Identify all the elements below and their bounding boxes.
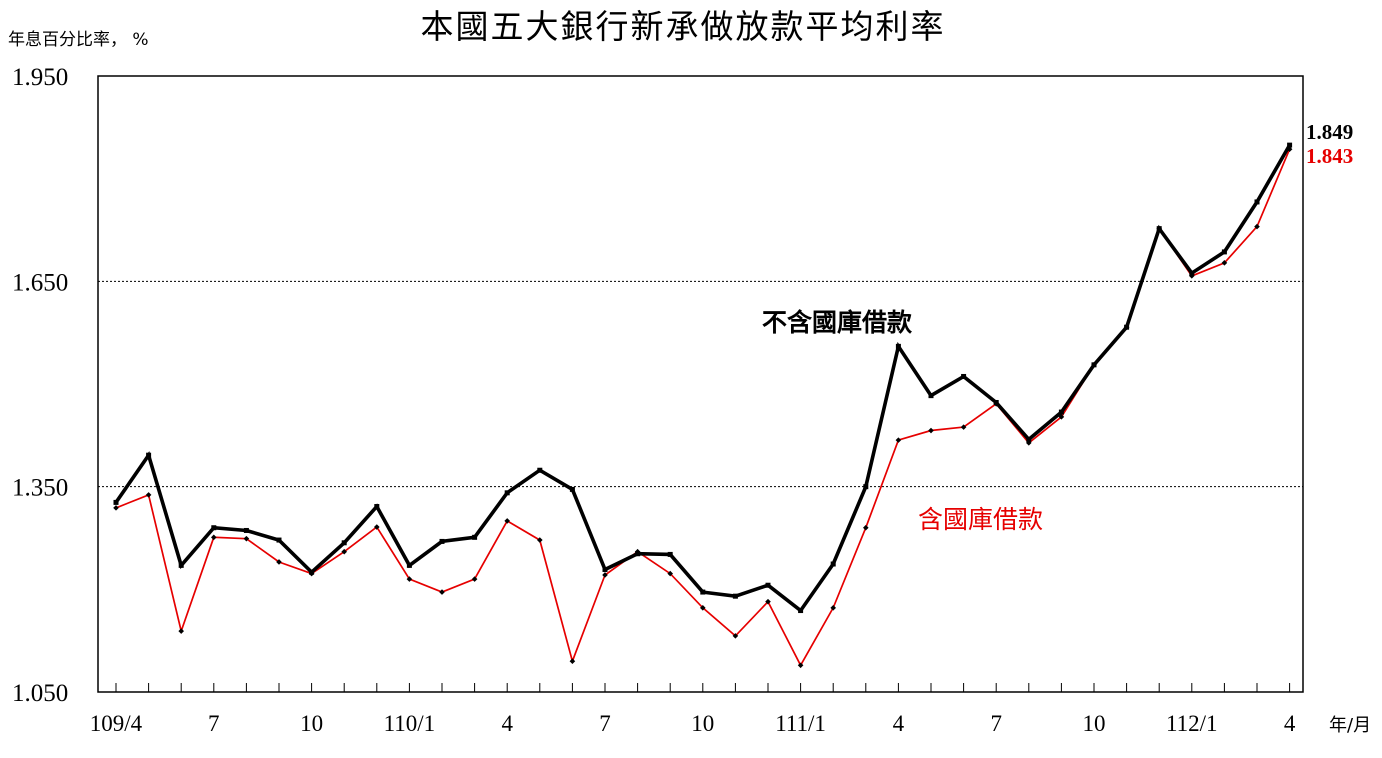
data-point-s0-9	[406, 562, 412, 568]
data-point-s1-24	[895, 437, 902, 443]
data-point-s1-25	[928, 427, 934, 434]
x-tick-label-12: 4	[1284, 711, 1296, 736]
series-annotation-excl-treasury: 不含國庫借款	[762, 308, 913, 337]
data-point-s0-25	[928, 393, 934, 399]
data-point-s1-7	[341, 548, 347, 555]
y-tick-label-2: 1.350	[12, 475, 68, 502]
data-point-s0-11	[472, 534, 478, 540]
data-point-s0-18	[700, 589, 706, 595]
data-point-s0-28	[1026, 436, 1032, 442]
data-point-s0-29	[1058, 409, 1064, 415]
data-point-s0-23	[863, 484, 869, 490]
plot-frame	[97, 75, 1304, 693]
data-point-s0-31	[1124, 324, 1130, 330]
data-point-s0-21	[798, 608, 804, 614]
x-tick-label-4: 4	[501, 711, 513, 736]
x-tick-label-7: 111/1	[775, 711, 826, 736]
data-point-s1-34	[1221, 260, 1228, 266]
data-point-s0-3	[211, 525, 217, 531]
data-point-s1-17	[667, 570, 673, 577]
data-point-s0-19	[732, 593, 738, 599]
data-point-s1-20	[765, 598, 771, 605]
data-point-s0-13	[537, 467, 543, 473]
series-line-1	[115, 148, 1291, 668]
data-point-s1-19	[732, 633, 739, 639]
data-point-s1-5	[276, 559, 282, 565]
data-point-s1-22	[830, 605, 836, 611]
data-point-s0-8	[374, 504, 380, 510]
end-label-excl-treasury: 1.849	[1306, 120, 1353, 144]
data-point-s1-4	[243, 535, 250, 542]
data-point-s0-6	[309, 569, 315, 575]
x-tick-label-0: 109/4	[90, 711, 143, 736]
data-point-s1-14	[569, 658, 576, 664]
data-point-s1-13	[537, 537, 543, 543]
data-point-s1-0	[113, 505, 119, 511]
data-point-s1-23	[863, 524, 869, 531]
data-point-s1-10	[439, 589, 445, 595]
y-tick-label-1: 1.650	[12, 269, 68, 296]
data-point-s0-12	[504, 490, 510, 496]
x-tick-labels: 109/4 7 10 110/1 4 7 10 111/1 4 7 10 112/1 4	[90, 711, 1296, 736]
x-tick-label-5: 7	[599, 711, 611, 736]
data-point-s0-27	[993, 399, 999, 405]
y-tick-label-3: 1.050	[12, 680, 68, 707]
data-point-s1-26	[960, 424, 967, 430]
data-point-s0-36	[1287, 142, 1293, 148]
data-point-s1-2	[178, 628, 184, 634]
end-label-incl-treasury: 1.843	[1306, 144, 1353, 168]
data-point-s1-9	[406, 576, 413, 582]
data-point-s1-8	[374, 524, 380, 530]
data-point-s1-11	[471, 576, 478, 582]
data-point-s0-20	[765, 582, 771, 588]
data-point-s0-24	[895, 343, 901, 349]
data-point-s0-35	[1254, 199, 1260, 205]
x-tick-label-6: 10	[691, 711, 714, 736]
x-tick-label-2: 10	[300, 711, 323, 736]
data-point-s0-14	[569, 486, 575, 492]
series-annotation-incl-treasury: 含國庫借款	[918, 505, 1043, 534]
data-point-s0-4	[243, 527, 249, 533]
data-point-s0-32	[1156, 226, 1162, 232]
y-tick-labels: 1.950 1.650 1.350 1.050	[12, 64, 68, 707]
x-tick-label-1: 7	[208, 711, 220, 736]
data-point-s0-34	[1221, 249, 1227, 255]
data-point-s0-22	[830, 561, 836, 567]
data-point-s0-17	[667, 551, 673, 557]
data-point-s0-10	[439, 538, 445, 544]
data-point-s0-26	[961, 373, 967, 379]
x-axis-label: 年/月	[1329, 715, 1371, 736]
chart-title: 本國五大銀行新承做放款平均利率	[421, 9, 946, 46]
series-0	[113, 142, 1293, 614]
x-tick-label-10: 10	[1083, 711, 1106, 736]
x-tick-label-9: 7	[990, 711, 1002, 736]
axis-ticks	[115, 683, 1291, 692]
y-tick-label-0: 1.950	[12, 64, 68, 91]
data-point-s1-3	[211, 534, 217, 541]
data-point-s0-0	[113, 499, 119, 505]
data-point-s1-1	[145, 492, 152, 498]
x-tick-label-3: 110/1	[384, 711, 436, 736]
x-tick-label-8: 4	[893, 711, 905, 736]
series-line-0	[114, 144, 1292, 614]
series-lines	[113, 142, 1293, 669]
data-point-s0-7	[341, 540, 347, 546]
x-tick-label-11: 112/1	[1166, 711, 1218, 736]
data-point-s0-1	[146, 452, 152, 458]
data-point-s1-12	[504, 518, 510, 524]
data-point-s1-18	[700, 605, 706, 611]
data-point-s0-30	[1091, 362, 1097, 368]
data-point-s0-5	[276, 537, 282, 543]
data-point-s0-33	[1189, 270, 1195, 276]
data-point-s0-16	[635, 551, 641, 557]
data-point-s1-15	[602, 572, 608, 578]
data-point-s0-15	[602, 566, 608, 572]
y-axis-label: 年息百分比率， %	[8, 30, 149, 50]
data-point-s0-2	[178, 562, 184, 568]
gridlines	[98, 280, 1303, 488]
data-point-s1-21	[797, 662, 804, 669]
data-point-s1-35	[1254, 223, 1260, 230]
